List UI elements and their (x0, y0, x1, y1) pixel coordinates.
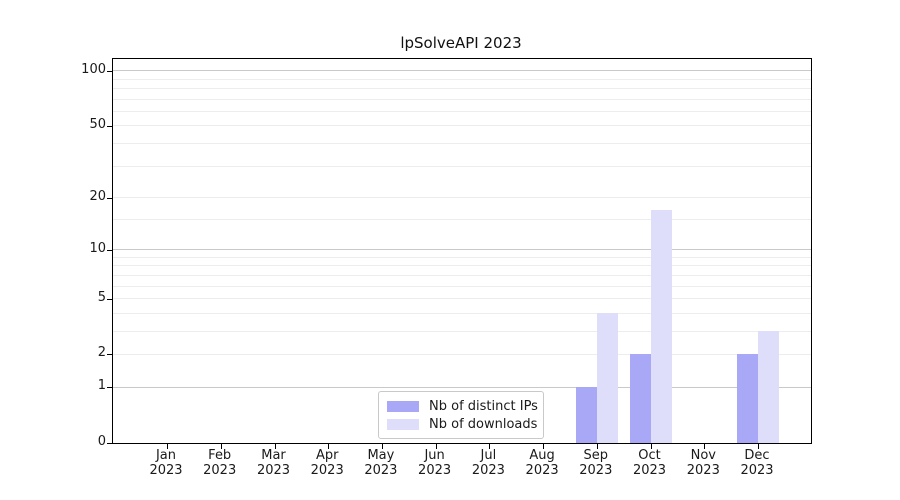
x-tick-label: Nov 2023 (686, 448, 720, 478)
y-tick-mark (107, 354, 112, 356)
plot-area (107, 58, 812, 449)
y-tick-label: 0 (97, 434, 106, 449)
minor-gridline (113, 111, 811, 112)
y-tick-label: 50 (89, 117, 106, 132)
legend: Nb of distinct IPs Nb of downloads (378, 391, 544, 439)
x-tick-label: Jun 2023 (418, 448, 452, 478)
x-tick-mark (274, 444, 276, 449)
x-tick-label: Sep 2023 (579, 448, 613, 478)
y-tick-mark (107, 126, 112, 127)
x-tick-label: Jul 2023 (471, 448, 505, 478)
x-tick-mark (650, 444, 652, 449)
minor-gridline (113, 354, 811, 355)
x-tick-mark (758, 444, 759, 449)
minor-gridline (113, 331, 811, 332)
major-gridline (113, 249, 811, 250)
x-tick-mark (381, 444, 383, 449)
y-tick-mark (107, 298, 112, 300)
x-tick-label: Aug 2023 (525, 448, 559, 478)
bar-ips-sep (575, 387, 597, 443)
y-tick-mark (107, 197, 112, 199)
minor-gridline (113, 197, 811, 198)
y-tick-label: 1 (97, 378, 106, 394)
minor-gridline (113, 219, 811, 220)
y-tick-mark (107, 249, 112, 251)
y-tick-mark (107, 70, 112, 72)
minor-gridline (113, 257, 811, 258)
x-tick-mark (167, 444, 168, 449)
bar-downloads-dec (758, 331, 779, 443)
x-tick-label: Dec 2023 (740, 448, 774, 478)
legend-swatch-distinct-ips (387, 400, 419, 412)
y-tick-label: 20 (89, 188, 106, 204)
legend-item-distinct-ips: Nb of distinct IPs (387, 397, 538, 415)
y-tick-mark (107, 387, 112, 389)
minor-gridline (113, 313, 811, 314)
major-gridline (113, 70, 811, 71)
x-tick-mark (704, 444, 706, 449)
y-tick-label: 10 (89, 240, 106, 256)
chart-title: lpSolveAPI 2023 (400, 34, 522, 52)
minor-gridline (113, 286, 811, 287)
minor-gridline (113, 143, 811, 144)
minor-gridline (113, 166, 811, 167)
minor-gridline (113, 265, 811, 266)
y-tick-mark (107, 443, 112, 444)
minor-gridline (113, 298, 811, 299)
x-tick-label: May 2023 (364, 448, 398, 478)
x-tick-label: Mar 2023 (256, 448, 291, 478)
y-tick-label: 5 (97, 289, 106, 305)
minor-gridline (113, 88, 811, 89)
x-tick-mark (596, 444, 598, 449)
x-tick-label: Feb 2023 (203, 448, 237, 478)
bar-downloads-sep (596, 313, 618, 443)
x-tick-mark (489, 444, 491, 449)
x-tick-label: Jan 2023 (149, 448, 183, 478)
minor-gridline (113, 79, 811, 80)
bar-ips-oct (629, 354, 651, 443)
x-tick-mark (220, 444, 222, 449)
legend-label-distinct-ips: Nb of distinct IPs (429, 398, 538, 414)
minor-gridline (113, 125, 811, 126)
x-tick-mark (328, 444, 330, 449)
legend-swatch-downloads (387, 418, 419, 430)
x-tick-label: Apr 2023 (310, 448, 344, 478)
legend-label-downloads: Nb of downloads (429, 416, 538, 432)
minor-gridline (113, 275, 811, 276)
y-tick-label: 2 (97, 345, 106, 361)
major-gridline (113, 387, 811, 388)
minor-gridline (113, 99, 811, 100)
x-tick-mark (543, 444, 545, 449)
bar-downloads-oct (650, 209, 672, 443)
legend-item-downloads: Nb of downloads (387, 415, 538, 433)
x-tick-mark (435, 444, 437, 449)
bar-ips-dec (737, 354, 758, 443)
y-tick-label: 100 (81, 61, 106, 77)
x-tick-label: Oct 2023 (632, 448, 667, 478)
